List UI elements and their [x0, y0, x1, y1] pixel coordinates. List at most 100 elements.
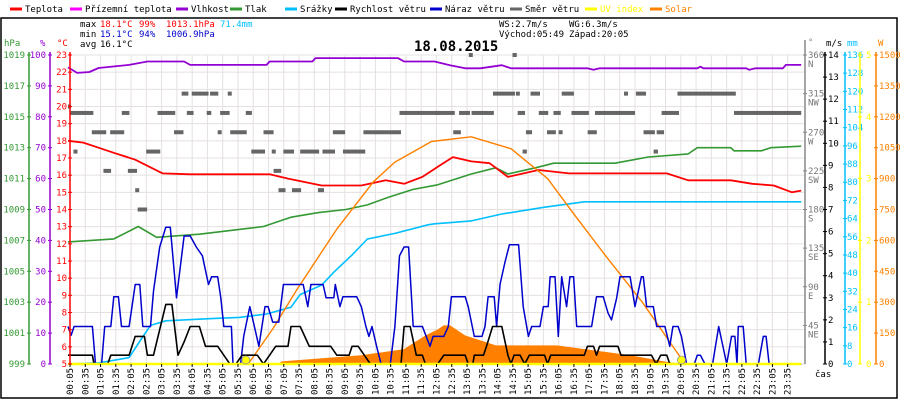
humidity-tick-label: 10: [35, 329, 46, 339]
stat-max-humidity: 99%: [139, 20, 156, 30]
x-tick-label: 05:35: [234, 368, 244, 395]
legend-label: Směr větru: [525, 5, 579, 15]
solar-unit: W: [878, 39, 884, 49]
wind-direction-mark: [220, 110, 230, 115]
uv-tick-label: 0: [866, 360, 871, 370]
wind-direction-mark: [399, 110, 441, 115]
x-tick-label: 17:35: [600, 368, 610, 395]
x-tick-label: 19:35: [662, 368, 672, 395]
rain-tick-label: 80: [847, 178, 858, 188]
sunset-marker: [677, 355, 686, 365]
solar-tick-label: 1350: [879, 82, 900, 92]
wind-direction-mark: [558, 130, 563, 135]
wind-direction-mark: [271, 149, 276, 154]
wind-direction-mark: [137, 207, 148, 212]
x-tick-label: 08:05: [310, 368, 320, 395]
temperature-tick-label: 11: [56, 257, 67, 267]
stat-sunrise: Východ:05:49: [499, 30, 564, 40]
wind-direction-mark: [135, 188, 140, 193]
direction-compass-label: SE: [808, 253, 819, 263]
x-tick-label: 12:35: [448, 368, 458, 395]
x-tick-label: 20:05: [677, 368, 687, 395]
stat-max-pressure: 1013.1hPa: [166, 20, 215, 30]
rain-tick-label: 32: [847, 287, 858, 297]
wind-direction-mark: [186, 110, 194, 115]
x-tick-label: 01:35: [112, 368, 122, 395]
x-tick-label: 02:05: [127, 368, 137, 395]
wind-direction-mark: [594, 110, 636, 115]
x-tick-label: 05:05: [219, 368, 229, 395]
stat-wind-gust: WG:6.3m/s: [569, 20, 618, 30]
stat-min-humidity: 94%: [139, 30, 156, 40]
x-tick-label: 07:35: [295, 368, 305, 395]
x-tick-label: 12:05: [432, 368, 442, 395]
temperature-tick-label: 6: [62, 343, 67, 353]
pressure-unit: hPa: [4, 39, 20, 49]
wind-direction-mark: [571, 110, 589, 115]
temperature-tick-label: 17: [56, 154, 67, 164]
wind-direction-mark: [217, 130, 222, 135]
wind-tick-label: 2: [828, 316, 833, 326]
x-tick-label: 08:35: [326, 368, 336, 395]
pressure-tick-label: 1011: [3, 175, 25, 185]
wind-tick-label: 8: [828, 183, 833, 193]
wind-direction-mark: [635, 91, 647, 96]
x-tick-label: 00:35: [81, 368, 91, 395]
x-tick-label: 11:05: [402, 368, 412, 395]
axes: 00:05 00:35 01:05 01:35 02:05 02:35 03:05 03:35…: [3, 38, 900, 395]
rain-tick-label: 88: [847, 160, 858, 170]
x-tick-label: 00:05: [66, 368, 76, 395]
wind-direction-mark: [661, 110, 679, 115]
wind-direction-mark: [733, 110, 802, 115]
pressure-tick-label: 1007: [3, 236, 25, 246]
humidity-tick-label: 30: [35, 267, 46, 277]
rain-tick-label: 48: [847, 251, 858, 261]
wind-direction-mark: [300, 149, 320, 154]
chart-title: 18.08.2015: [414, 39, 498, 55]
x-tick-label: 15:05: [524, 368, 534, 395]
humidity-tick-label: 50: [35, 206, 46, 216]
wind-direction-mark: [317, 188, 325, 193]
pressure-line: [67, 145, 802, 243]
solar-tick-label: 300: [879, 298, 895, 308]
wind-direction-mark: [181, 91, 189, 96]
wind-direction-mark: [210, 91, 219, 96]
wind-tick-label: 1: [828, 338, 833, 348]
direction-tick-label: 180: [808, 206, 824, 216]
wind-tick-label: 13: [828, 73, 839, 83]
wind-direction-mark: [453, 130, 461, 135]
wind-tick-label: 7: [828, 206, 833, 216]
pressure-tick-label: 1015: [3, 113, 25, 123]
wind-direction-mark: [522, 149, 527, 154]
temperature-tick-label: 19: [56, 120, 67, 130]
pressure-tick-label: 1009: [3, 206, 25, 216]
solar-tick-label: 150: [879, 329, 895, 339]
wind-direction-mark: [121, 110, 130, 115]
solar-tick-label: 1200: [879, 113, 900, 123]
x-tick-label: 03:05: [158, 368, 168, 395]
x-tick-label: 10:35: [387, 368, 397, 395]
legend-label: Teplota: [25, 5, 63, 15]
x-tick-label: 15:35: [539, 368, 549, 395]
wind-direction-mark: [146, 149, 161, 154]
temperature-tick-label: 5: [62, 360, 67, 370]
x-tick-label: 06:35: [265, 368, 275, 395]
rain-tick-label: 8: [847, 342, 852, 352]
stat-max-rain: 71.4mm: [220, 20, 253, 30]
rain-tick-label: 72: [847, 196, 858, 206]
x-tick-label: 23:35: [784, 368, 794, 395]
x-tick-label: 13:05: [463, 368, 473, 395]
direction-tick-label: 90: [808, 283, 819, 293]
rain-tick-label: 16: [847, 324, 858, 334]
direction-compass-label: S: [808, 215, 813, 225]
humidity-tick-label: 0: [41, 360, 46, 370]
temperature-tick-label: 13: [56, 223, 67, 233]
temperature-tick-label: 21: [56, 85, 67, 95]
rain-tick-label: 56: [847, 233, 858, 243]
solar-tick-label: 1500: [879, 51, 900, 61]
x-tick-label: 14:05: [494, 368, 504, 395]
x-tick-label: 21:35: [723, 368, 733, 395]
legend-label: Přízemní teplota: [85, 5, 172, 15]
x-tick-label: 07:05: [280, 368, 290, 395]
wind-direction-mark: [553, 110, 561, 115]
